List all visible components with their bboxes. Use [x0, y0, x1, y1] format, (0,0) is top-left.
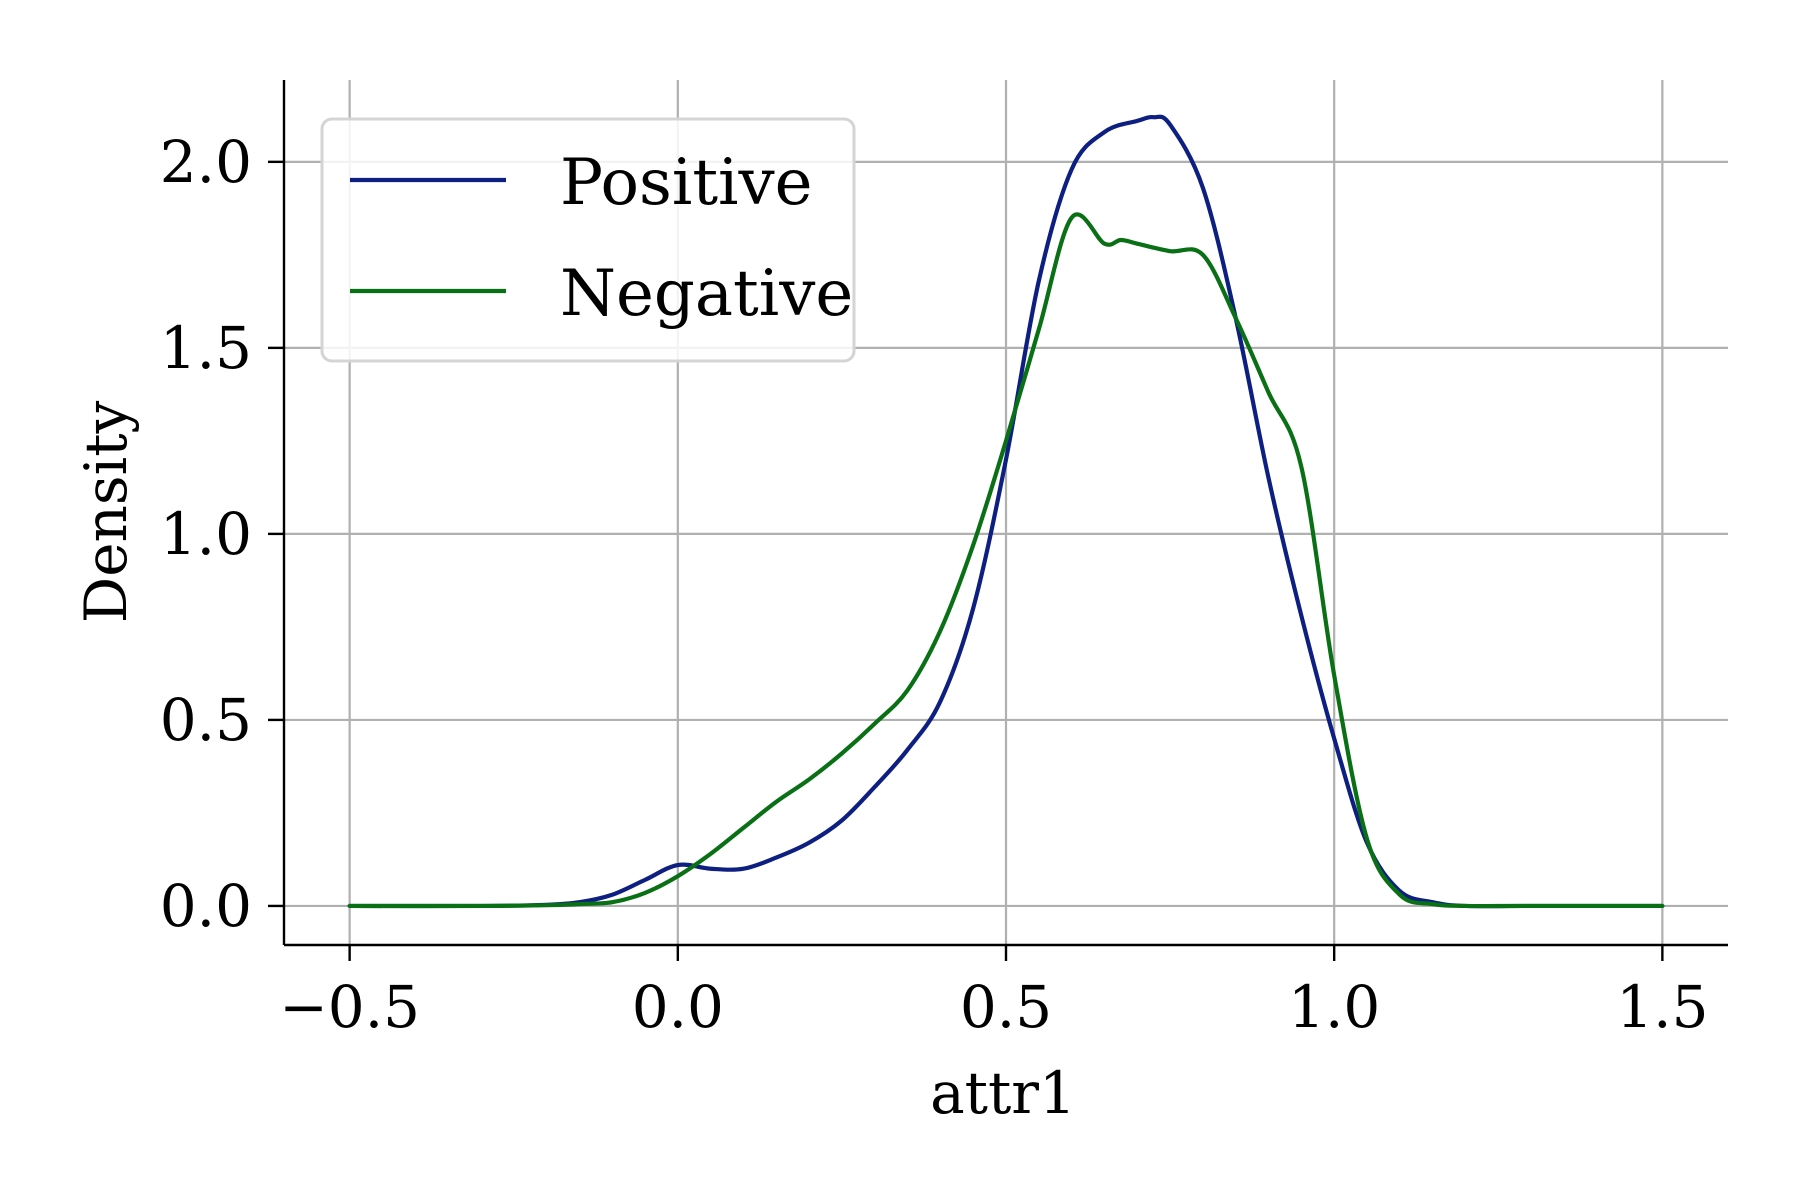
legend-label-negative: Negative: [560, 257, 853, 331]
ticks: −0.5 0.0 0.5 1.0 1.5 0.0 0.5 1.0 1.5 2.0: [160, 128, 1709, 1041]
x-tick-label: 0.5: [960, 973, 1052, 1041]
series-line-negative: [347, 212, 1665, 909]
y-tick-label: 0.5: [160, 686, 252, 754]
y-axis-label: Density: [72, 400, 140, 623]
x-tick-label: 1.5: [1616, 973, 1708, 1041]
y-tick-label: 1.0: [160, 500, 252, 568]
x-tick-label: 1.0: [1288, 973, 1380, 1041]
series-line-positive: [347, 114, 1665, 909]
y-tick-label: 0.0: [160, 872, 252, 940]
x-axis-label: attr1: [930, 1059, 1076, 1127]
x-tick-label: −0.5: [279, 973, 420, 1041]
legend-label-positive: Positive: [560, 146, 813, 220]
legend: Positive Negative: [320, 117, 856, 363]
y-tick-label: 1.5: [160, 314, 252, 382]
y-tick-label: 2.0: [160, 128, 252, 196]
series-lines: [347, 114, 1665, 909]
x-tick-label: 0.0: [632, 973, 724, 1041]
